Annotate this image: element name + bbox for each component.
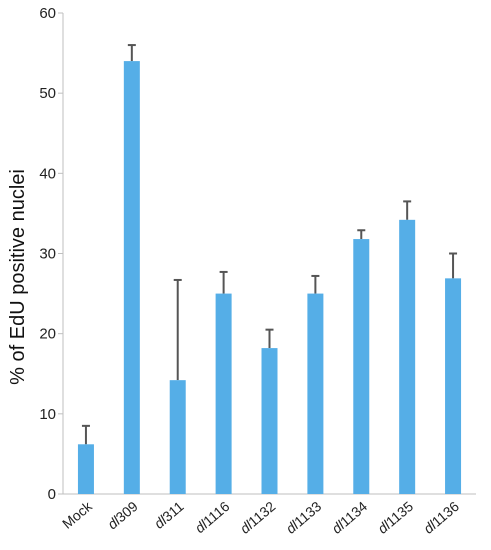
x-tick-label-suffix: 1132 — [245, 498, 279, 530]
bar — [123, 61, 140, 494]
x-tick-label: dl1132 — [237, 498, 279, 537]
bar — [353, 239, 370, 494]
y-tick-label: 0 — [48, 486, 56, 503]
x-tick-label: dl1116 — [192, 498, 233, 536]
x-tick-label-suffix: 1133 — [291, 498, 325, 530]
x-tick-label: dl1135 — [374, 498, 416, 537]
y-tick-label: 60 — [39, 5, 56, 22]
x-tick-label: dl311 — [151, 498, 187, 532]
y-axis-label: % of EdU positive nuclei — [7, 169, 29, 385]
bar — [169, 380, 186, 494]
x-tick-label: Mock — [59, 497, 96, 531]
x-tick-label-suffix: 1136 — [429, 498, 463, 530]
bar — [77, 444, 94, 494]
bars — [77, 61, 462, 494]
x-tick-label: dl1136 — [420, 498, 462, 537]
x-tick-label: dl309 — [104, 498, 141, 532]
x-tick-label: dl1134 — [329, 498, 371, 537]
bar — [445, 278, 462, 494]
y-tick-label: 50 — [39, 85, 56, 102]
bar — [261, 348, 278, 494]
x-tick-label: dl1133 — [283, 498, 325, 537]
x-tick-label-suffix: 1135 — [383, 498, 417, 530]
x-tick-label-suffix: Mock — [59, 497, 96, 531]
y-tick-label: 30 — [39, 246, 56, 263]
y-tick-label: 20 — [39, 326, 56, 343]
error-bars — [81, 44, 458, 445]
x-tick-label-suffix: 1134 — [337, 498, 371, 530]
y-tick-label: 40 — [39, 165, 56, 182]
y-axis-ticks: 0 10 20 30 40 50 60 — [39, 5, 63, 503]
bar — [399, 219, 416, 494]
bar — [307, 293, 324, 494]
y-tick-label: 10 — [39, 406, 56, 423]
bar — [215, 293, 232, 494]
